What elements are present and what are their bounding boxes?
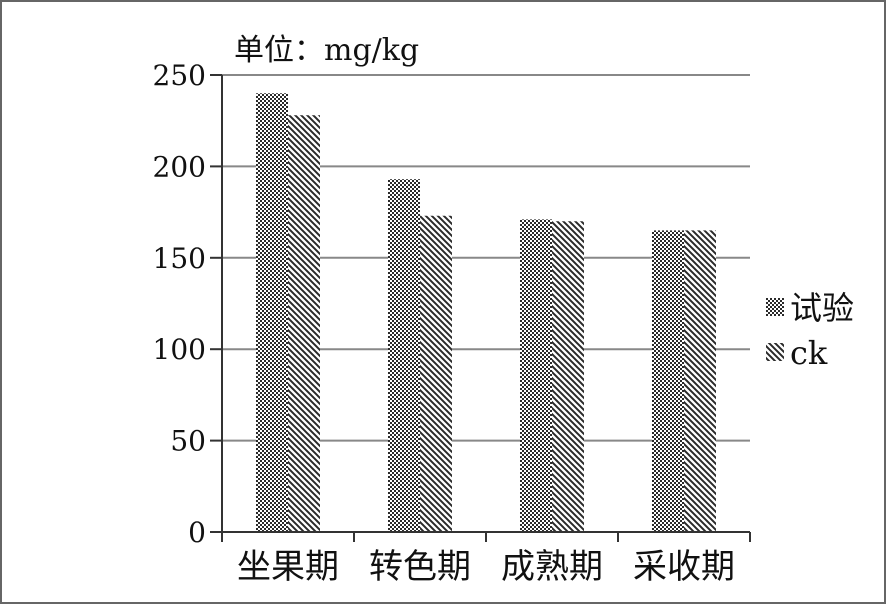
bar-series-2 [552,221,584,533]
x-category-label: 成熟期 [501,547,603,587]
y-tick-label: 200 [153,150,206,183]
y-axis: 0 50 100 150 200 250 [153,59,223,549]
bar-series-1 [388,179,420,533]
legend-label-series-1: 试验 [790,289,854,327]
y-tick-label: 150 [153,242,206,275]
y-tick-label: 250 [153,59,206,92]
y-tick-label: 100 [153,333,206,366]
bar-series-1 [256,93,288,532]
legend-swatch-series-2 [766,343,784,361]
y-tick-label: 0 [188,516,206,549]
bar-series-1 [652,230,684,532]
unit-label: 单位：mg/kg [234,33,419,68]
bar-series-2 [420,215,452,533]
bar-series-1 [520,219,552,533]
x-category-label: 转色期 [369,547,471,587]
x-category-label: 坐果期 [237,547,339,587]
bar-series-2 [288,115,320,532]
y-tick-label: 50 [170,425,206,458]
bars [256,93,716,533]
bar-series-2 [684,230,716,532]
legend-label-series-2: ck [790,334,828,372]
legend-swatch-series-1 [766,298,784,316]
legend: 试验 ck [766,289,854,372]
x-axis: 坐果期 转色期 成熟期 采收期 [221,531,751,587]
x-category-label: 采收期 [633,547,735,587]
